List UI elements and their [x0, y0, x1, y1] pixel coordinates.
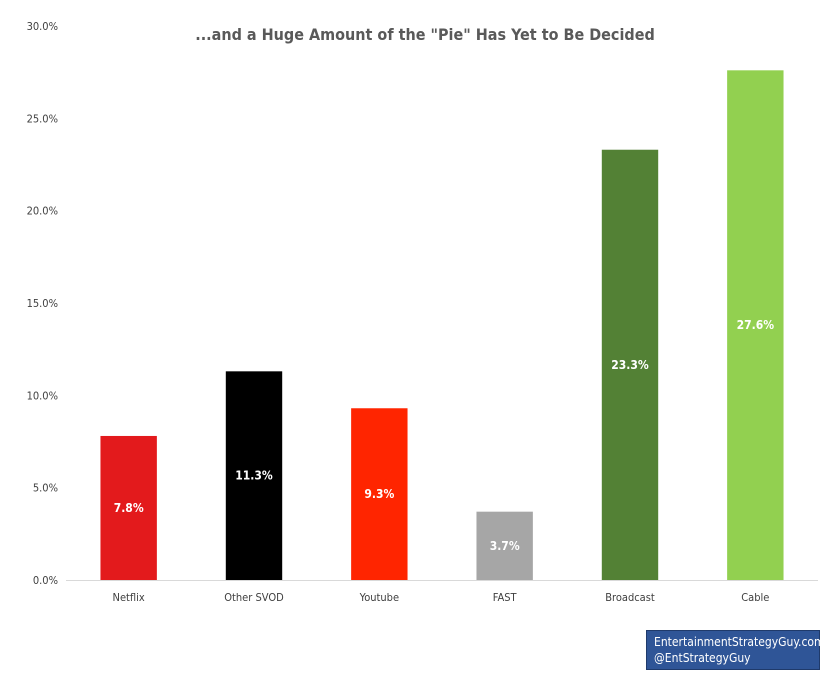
- chart-title: ...and a Huge Amount of the "Pie" Has Ye…: [195, 25, 655, 44]
- bar-netflix: [100, 435, 157, 580]
- bar-cable: [727, 70, 784, 580]
- watermark-site: EntertainmentStrategyGuy.com: [654, 635, 825, 649]
- x-tick-label: Youtube: [359, 591, 399, 604]
- data-label: 3.7%: [490, 539, 520, 553]
- bar-youtube: [351, 408, 408, 580]
- y-tick-label: 0.0%: [33, 574, 58, 587]
- data-label: 11.3%: [235, 469, 273, 483]
- watermark-handle: @EntStrategyGuy: [654, 651, 751, 665]
- bar-other-svod: [225, 371, 283, 580]
- bar-fast: [476, 511, 533, 580]
- watermark-box: EntertainmentStrategyGuy.com @EntStrateg…: [646, 630, 825, 670]
- data-label: 7.8%: [114, 501, 144, 515]
- x-tick-label: Other SVOD: [224, 591, 284, 604]
- x-tick-label: Netflix: [113, 591, 145, 604]
- y-tick-label: 5.0%: [33, 482, 58, 495]
- y-tick-label: 15.0%: [27, 297, 58, 310]
- x-tick-label: FAST: [493, 591, 518, 604]
- y-axis: 0.0% 5.0% 10.0% 15.0% 20.0% 25.0% 30.0%: [27, 20, 58, 587]
- x-axis: Netflix Other SVOD Youtube FAST Broadcast Cab…: [66, 580, 818, 604]
- y-tick-label: 25.0%: [27, 112, 58, 125]
- data-label: 23.3%: [611, 358, 649, 372]
- x-tick-label: Cable: [741, 591, 769, 604]
- x-tick-label: Broadcast: [605, 591, 655, 604]
- y-tick-label: 10.0%: [27, 389, 58, 402]
- data-label: 27.6%: [737, 318, 775, 332]
- data-label: 9.3%: [364, 487, 394, 501]
- bars-group: 7.8% 11.3% 9.3% 3.7% 23.3% 27.6%: [100, 70, 784, 580]
- y-tick-label: 30.0%: [27, 20, 58, 33]
- y-tick-label: 20.0%: [27, 205, 58, 218]
- bar-broadcast: [601, 149, 659, 580]
